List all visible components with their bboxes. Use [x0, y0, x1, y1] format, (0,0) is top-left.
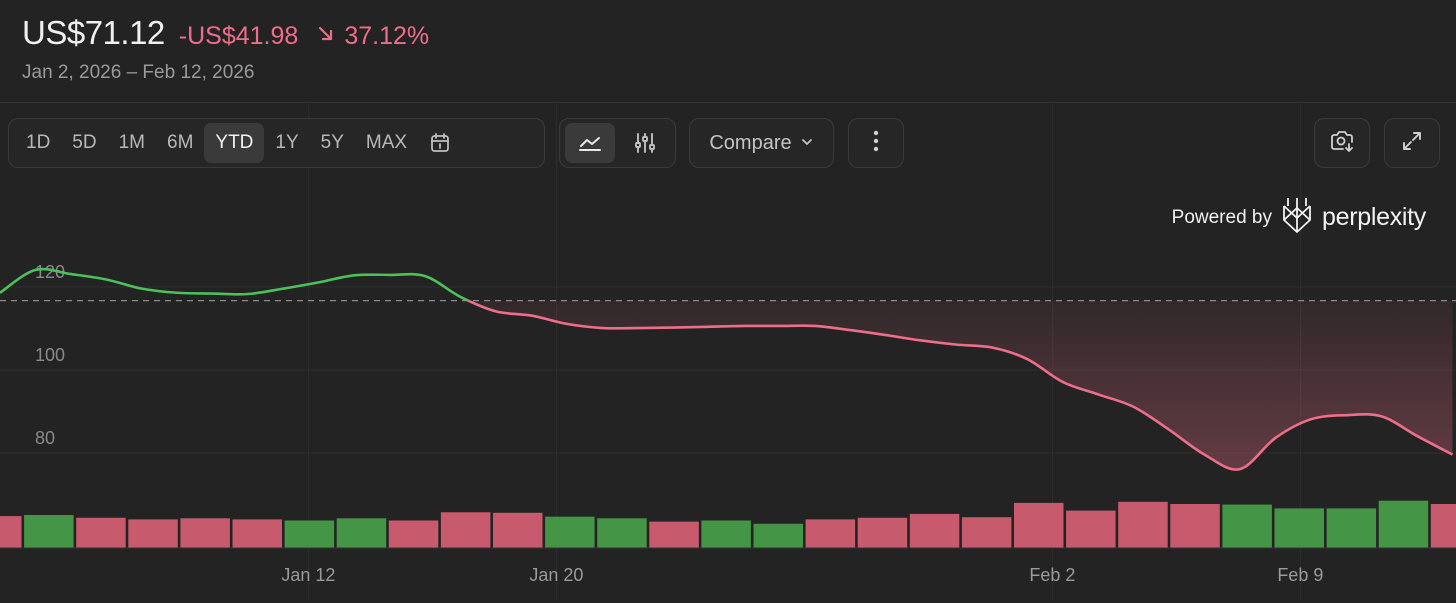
volume-bar: [180, 518, 230, 548]
range-button-1m[interactable]: 1M: [118, 132, 145, 153]
y-tick-label: 80: [35, 428, 55, 448]
volume-bar: [1066, 510, 1116, 548]
volume-bar: [545, 516, 595, 548]
volume-bar: [857, 517, 908, 548]
volume-bar: [805, 519, 856, 548]
volume-bar: [961, 517, 1012, 548]
chart-view-selector: [559, 118, 676, 168]
more-vertical-icon: [873, 130, 879, 157]
x-tick-label: Feb 2: [1029, 565, 1075, 585]
x-tick-label: Jan 12: [281, 565, 335, 585]
volume-bar: [1274, 508, 1324, 548]
camera-download-icon: [1329, 129, 1355, 158]
percent-change: 37.12%: [316, 22, 429, 51]
current-price: US$71.12: [22, 14, 165, 51]
range-button-1y[interactable]: 1Y: [275, 132, 299, 153]
volume-bar: [232, 519, 282, 548]
volume-bars: [0, 500, 1456, 548]
range-button-ytd[interactable]: YTD: [204, 123, 265, 163]
range-button-max[interactable]: MAX: [365, 132, 408, 153]
volume-bar: [0, 516, 22, 548]
chevron-down-icon: [800, 132, 814, 155]
volume-bar: [1170, 504, 1220, 548]
volume-bar: [128, 519, 178, 548]
price-change: -US$41.98: [178, 22, 299, 50]
volume-bar: [1118, 501, 1168, 548]
compare-label: Compare: [709, 131, 792, 154]
powered-by-branding: Powered by perplexity: [1172, 196, 1426, 239]
y-tick-label: 100: [35, 345, 65, 365]
volume-bar: [1378, 500, 1429, 548]
compare-dropdown[interactable]: Compare: [689, 118, 834, 168]
volume-bar: [1014, 502, 1064, 548]
x-tick-label: Feb 9: [1277, 565, 1323, 585]
expand-icon: [1401, 130, 1423, 157]
chart-toolbar: 1D 5D 1M 6M YTD 1Y 5Y MAX Compare: [8, 118, 1456, 170]
range-button-5y[interactable]: 5Y: [320, 132, 344, 153]
perplexity-brand-text: perplexity: [1322, 203, 1426, 231]
volume-bar: [701, 520, 751, 548]
range-button-6m[interactable]: 6M: [167, 132, 194, 153]
x-axis: Jan 12 Jan 20 Feb 2 Feb 9: [281, 565, 1323, 585]
price-row: US$71.12 -US$41.98 37.12%: [22, 14, 429, 52]
volume-bar: [284, 520, 335, 548]
range-button-5d[interactable]: 5D: [72, 132, 97, 153]
volume-bar: [649, 521, 699, 548]
line-chart-icon[interactable]: [565, 123, 615, 163]
screenshot-button[interactable]: [1314, 118, 1370, 168]
volume-bar: [597, 518, 647, 548]
volume-bar: [1430, 504, 1456, 548]
arrow-down-right-icon: [316, 23, 336, 51]
x-tick-label: Jan 20: [529, 565, 583, 585]
fullscreen-button[interactable]: [1384, 118, 1440, 168]
volume-bar: [493, 512, 543, 548]
percent-value: 37.12%: [344, 22, 430, 50]
y-tick-label: 120: [35, 262, 65, 282]
more-options-button[interactable]: [848, 118, 904, 168]
volume-bar: [76, 517, 126, 548]
volume-bar: [440, 512, 491, 548]
quote-header: US$71.12 -US$41.98 37.12% Jan 2, 2026 – …: [22, 14, 429, 84]
header-divider: [0, 102, 1456, 103]
price-line-up-segment: [0, 267, 472, 301]
sliders-icon[interactable]: [621, 123, 671, 163]
range-button-1d[interactable]: 1D: [26, 132, 51, 153]
price-line-down-segment: [465, 300, 1454, 471]
volume-bar: [1222, 504, 1272, 548]
volume-bar: [24, 515, 74, 548]
powered-by-label: Powered by: [1171, 206, 1272, 228]
y-axis: 120 100 80: [35, 262, 65, 448]
volume-bar: [388, 520, 439, 548]
calendar-icon[interactable]: [418, 123, 462, 163]
perplexity-logo-icon: [1280, 196, 1314, 239]
negative-area-fill: [468, 300, 1453, 470]
volume-bar: [753, 523, 803, 548]
volume-bar: [336, 518, 387, 548]
volume-bar: [1326, 508, 1377, 548]
volume-bar: [909, 513, 960, 548]
date-range: Jan 2, 2026 – Feb 12, 2026: [22, 62, 255, 83]
time-range-selector: 1D 5D 1M 6M YTD 1Y 5Y MAX: [8, 118, 545, 168]
